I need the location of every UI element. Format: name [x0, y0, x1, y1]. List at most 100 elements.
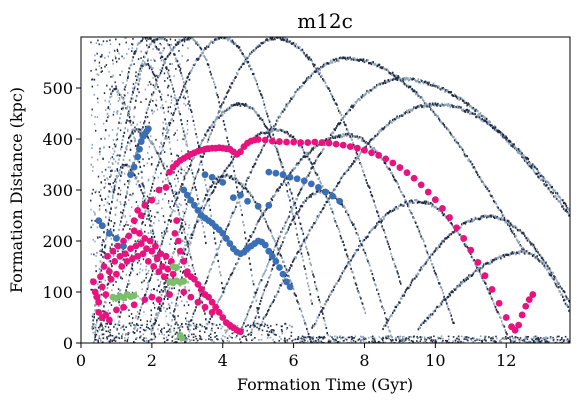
data-point	[180, 258, 188, 265]
data-point	[431, 196, 439, 204]
x-tick-label: 10	[425, 351, 445, 370]
data-point	[346, 143, 354, 151]
data-point	[127, 245, 135, 253]
data-point	[339, 141, 347, 149]
data-point	[283, 138, 290, 146]
data-point	[130, 163, 138, 171]
data-point	[141, 235, 149, 242]
data-point	[111, 258, 119, 265]
data-point	[446, 214, 453, 221]
data-point	[488, 286, 496, 293]
data-point	[180, 186, 188, 194]
data-point	[155, 186, 163, 194]
data-point	[97, 273, 104, 281]
background-density-layer	[90, 37, 570, 343]
data-point	[137, 138, 145, 145]
data-point	[141, 296, 149, 304]
data-point	[91, 288, 99, 296]
data-point	[229, 194, 237, 202]
data-point	[481, 272, 489, 280]
data-point	[276, 138, 283, 145]
data-point	[98, 283, 106, 291]
data-point	[137, 240, 145, 247]
data-point	[102, 311, 110, 319]
data-point	[105, 268, 113, 275]
data-point	[157, 250, 165, 258]
data-point	[268, 137, 276, 145]
data-point	[297, 139, 305, 146]
data-point	[130, 292, 138, 299]
data-point	[127, 171, 135, 179]
data-point	[120, 303, 127, 311]
data-point	[201, 303, 209, 311]
series-1	[95, 125, 344, 291]
data-point	[515, 321, 523, 329]
data-point	[113, 270, 120, 278]
data-point	[529, 291, 537, 298]
data-point	[166, 291, 173, 298]
data-point	[460, 235, 468, 242]
data-point	[95, 309, 103, 316]
data-point	[453, 224, 461, 232]
series-2	[109, 263, 188, 342]
data-point	[190, 275, 198, 283]
data-point	[105, 316, 113, 324]
y-tick-label: 0	[63, 334, 73, 353]
data-point	[132, 242, 140, 250]
data-point	[146, 237, 154, 245]
data-point	[439, 204, 446, 212]
data-point	[283, 278, 290, 286]
data-point	[226, 240, 234, 247]
data-point	[134, 252, 142, 260]
data-point	[205, 293, 212, 301]
data-point	[121, 250, 129, 258]
data-point	[244, 197, 251, 205]
data-point	[382, 155, 390, 163]
y-tick-label: 200	[42, 232, 73, 251]
data-point	[120, 237, 127, 245]
data-point	[261, 136, 269, 144]
y-tick-label: 300	[42, 181, 73, 200]
data-point	[134, 153, 142, 161]
data-point	[169, 270, 177, 278]
x-tick-label: 6	[289, 351, 299, 370]
data-point	[237, 328, 244, 336]
data-point	[173, 264, 181, 271]
data-point	[125, 232, 133, 240]
data-point	[396, 164, 404, 171]
data-point	[160, 273, 168, 281]
data-point	[268, 252, 276, 260]
data-point	[361, 146, 368, 154]
data-point	[175, 237, 182, 245]
data-point	[95, 217, 103, 225]
x-tick-label: 2	[147, 351, 157, 370]
data-point	[368, 149, 375, 157]
data-point	[336, 197, 344, 205]
data-point	[237, 148, 244, 156]
data-point	[120, 242, 127, 250]
data-point	[208, 173, 216, 181]
data-point	[389, 159, 397, 167]
x-axis-label: Formation Time (Gyr)	[237, 375, 413, 394]
data-point	[153, 255, 161, 263]
data-point	[90, 278, 97, 286]
data-point	[162, 252, 170, 260]
data-point	[417, 181, 425, 189]
data-point	[194, 298, 202, 306]
data-point	[150, 263, 158, 270]
data-point	[325, 139, 333, 147]
y-axis-label: Formation Distance (kpc)	[7, 87, 26, 293]
data-point	[272, 258, 280, 265]
data-point	[311, 138, 319, 146]
data-point	[198, 286, 205, 293]
data-point	[98, 222, 106, 230]
y-tick-label: 100	[42, 283, 73, 302]
data-point	[143, 245, 150, 253]
data-point	[190, 201, 198, 209]
data-point	[208, 298, 216, 306]
data-point	[164, 265, 172, 273]
data-point	[100, 263, 108, 270]
data-point	[155, 296, 163, 304]
data-point	[180, 288, 188, 296]
